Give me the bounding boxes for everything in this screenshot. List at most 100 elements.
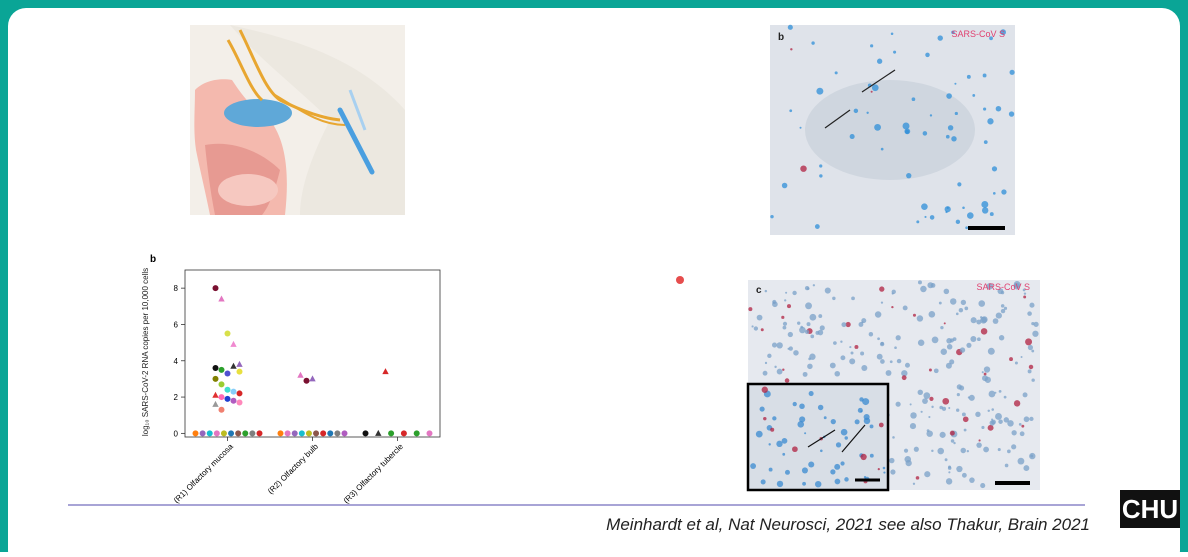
cell xyxy=(964,307,968,311)
cell xyxy=(871,91,873,93)
cell xyxy=(950,431,955,436)
cell xyxy=(964,429,967,432)
cell xyxy=(813,284,815,286)
cell xyxy=(864,414,870,420)
cell xyxy=(961,300,966,305)
cell xyxy=(858,408,863,413)
cell xyxy=(835,479,841,485)
cell xyxy=(984,373,987,376)
cell xyxy=(834,464,840,470)
point xyxy=(313,430,319,436)
cell xyxy=(1015,361,1018,364)
cell xyxy=(849,358,855,364)
cell xyxy=(1025,338,1032,345)
cell xyxy=(832,297,835,300)
cell xyxy=(807,287,810,290)
illustration xyxy=(190,25,405,215)
cell xyxy=(859,322,864,327)
point xyxy=(219,381,225,387)
cell xyxy=(881,302,883,304)
cell xyxy=(980,317,987,324)
cell xyxy=(799,403,805,409)
cell xyxy=(956,313,959,316)
cell xyxy=(770,428,774,432)
cell xyxy=(951,439,954,442)
cell xyxy=(923,131,928,136)
cell xyxy=(1027,311,1032,316)
cell xyxy=(932,336,939,343)
point xyxy=(219,407,225,413)
cell xyxy=(921,411,923,413)
cell xyxy=(937,448,944,455)
cell xyxy=(840,355,845,360)
cell xyxy=(879,286,884,291)
cell xyxy=(1029,417,1033,421)
cell xyxy=(981,328,988,335)
cell xyxy=(820,449,823,452)
cell xyxy=(782,369,784,371)
cell xyxy=(1028,369,1032,373)
y-tick-label: 4 xyxy=(174,357,179,366)
cell xyxy=(788,332,793,337)
cell xyxy=(957,384,962,389)
cell xyxy=(1001,304,1005,308)
cell xyxy=(1023,465,1029,471)
cell xyxy=(777,369,783,375)
cell xyxy=(879,423,884,428)
cell xyxy=(990,420,995,425)
cell xyxy=(789,109,792,112)
cell xyxy=(870,454,874,458)
cell xyxy=(912,97,916,101)
cell xyxy=(768,443,770,445)
cell xyxy=(777,481,783,487)
page: b SARS-CoV S c SARS-CoV S b log₁₀ SARS-C… xyxy=(0,0,1188,552)
cell xyxy=(845,436,848,439)
cell xyxy=(944,322,946,324)
cell xyxy=(881,148,884,151)
cell xyxy=(923,392,930,399)
cell xyxy=(754,326,758,330)
cell xyxy=(880,342,884,346)
cell xyxy=(787,348,789,350)
y-tick-label: 0 xyxy=(174,429,179,438)
cell xyxy=(767,354,771,358)
cell xyxy=(962,206,965,209)
cell xyxy=(956,466,962,472)
cell xyxy=(772,416,776,420)
cell xyxy=(970,336,976,342)
cell xyxy=(774,366,776,368)
cell xyxy=(757,315,763,321)
point xyxy=(213,376,219,382)
cell xyxy=(1029,303,1034,308)
cell xyxy=(1009,357,1013,361)
cell xyxy=(844,477,848,481)
cell xyxy=(811,41,814,44)
cell xyxy=(810,334,814,338)
cell xyxy=(906,173,911,178)
cell xyxy=(883,471,885,473)
point xyxy=(285,430,291,436)
cell xyxy=(1005,464,1009,468)
cell xyxy=(904,456,911,463)
cell xyxy=(977,337,981,341)
cell xyxy=(950,298,956,304)
panel-label: b xyxy=(150,254,156,265)
cell xyxy=(785,378,790,383)
logo: CHU xyxy=(1120,490,1180,528)
cell xyxy=(940,326,943,329)
cell xyxy=(785,292,787,294)
point xyxy=(225,370,231,376)
cell xyxy=(784,299,786,301)
cell xyxy=(782,183,788,189)
cell xyxy=(889,458,894,463)
cell xyxy=(825,288,831,294)
cell xyxy=(851,296,855,300)
cell xyxy=(805,302,812,309)
cell xyxy=(991,408,994,411)
cell xyxy=(904,449,908,453)
cell xyxy=(793,350,798,355)
cell xyxy=(850,134,855,139)
stain-label: SARS-CoV S xyxy=(976,282,1030,292)
cell xyxy=(830,469,835,474)
cell xyxy=(849,346,851,348)
